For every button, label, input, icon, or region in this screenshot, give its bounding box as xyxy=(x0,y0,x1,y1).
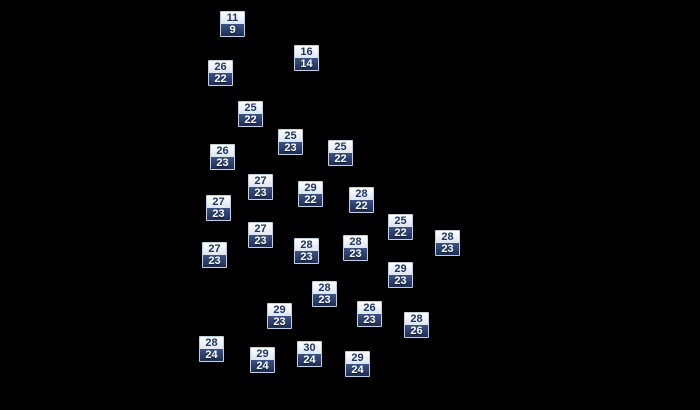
high-temp: 11 xyxy=(221,12,244,24)
high-temp: 16 xyxy=(295,46,318,58)
temp-label[interactable]: 28 26 xyxy=(404,312,429,338)
temp-label[interactable]: 28 23 xyxy=(435,230,460,256)
low-temp: 22 xyxy=(299,194,322,206)
temp-label[interactable]: 26 23 xyxy=(357,301,382,327)
temp-label[interactable]: 27 23 xyxy=(206,195,231,221)
high-temp: 26 xyxy=(209,61,232,73)
low-temp: 22 xyxy=(350,200,373,212)
low-temp: 23 xyxy=(249,187,272,199)
high-temp: 29 xyxy=(299,182,322,194)
temp-label[interactable]: 28 23 xyxy=(294,238,319,264)
temp-label[interactable]: 27 23 xyxy=(248,222,273,248)
low-temp: 23 xyxy=(344,248,367,260)
temp-label[interactable]: 28 23 xyxy=(312,281,337,307)
high-temp: 28 xyxy=(436,231,459,243)
low-temp: 22 xyxy=(329,153,352,165)
low-temp: 26 xyxy=(405,325,428,337)
temp-label[interactable]: 16 14 xyxy=(294,45,319,71)
high-temp: 27 xyxy=(249,175,272,187)
temp-label[interactable]: 29 23 xyxy=(388,262,413,288)
low-temp: 24 xyxy=(200,349,223,361)
temp-label[interactable]: 27 23 xyxy=(202,242,227,268)
low-temp: 23 xyxy=(389,275,412,287)
high-temp: 27 xyxy=(203,243,226,255)
high-temp: 28 xyxy=(313,282,336,294)
high-temp: 27 xyxy=(249,223,272,235)
temp-label[interactable]: 25 22 xyxy=(388,214,413,240)
low-temp: 23 xyxy=(207,208,230,220)
temp-label[interactable]: 28 24 xyxy=(199,336,224,362)
low-temp: 23 xyxy=(295,251,318,263)
temp-label[interactable]: 30 24 xyxy=(297,341,322,367)
high-temp: 25 xyxy=(239,102,262,114)
temp-label[interactable]: 28 22 xyxy=(349,187,374,213)
low-temp: 23 xyxy=(249,235,272,247)
high-temp: 28 xyxy=(295,239,318,251)
low-temp: 22 xyxy=(209,73,232,85)
low-temp: 23 xyxy=(203,255,226,267)
temp-label[interactable]: 27 23 xyxy=(248,174,273,200)
high-temp: 29 xyxy=(268,304,291,316)
low-temp: 24 xyxy=(298,354,321,366)
temp-label[interactable]: 25 23 xyxy=(278,129,303,155)
temp-label[interactable]: 26 22 xyxy=(208,60,233,86)
temp-label[interactable]: 29 22 xyxy=(298,181,323,207)
high-temp: 26 xyxy=(358,302,381,314)
high-temp: 29 xyxy=(251,348,274,360)
low-temp: 23 xyxy=(268,316,291,328)
high-temp: 26 xyxy=(211,145,234,157)
high-temp: 25 xyxy=(329,141,352,153)
high-temp: 28 xyxy=(200,337,223,349)
high-temp: 28 xyxy=(344,236,367,248)
high-temp: 29 xyxy=(346,352,369,364)
low-temp: 24 xyxy=(251,360,274,372)
temp-label[interactable]: 25 22 xyxy=(238,101,263,127)
temp-label[interactable]: 28 23 xyxy=(343,235,368,261)
low-temp: 9 xyxy=(221,24,244,36)
temp-label[interactable]: 29 24 xyxy=(250,347,275,373)
high-temp: 28 xyxy=(405,313,428,325)
high-temp: 30 xyxy=(298,342,321,354)
low-temp: 23 xyxy=(313,294,336,306)
low-temp: 23 xyxy=(358,314,381,326)
temp-label[interactable]: 29 24 xyxy=(345,351,370,377)
high-temp: 27 xyxy=(207,196,230,208)
high-temp: 25 xyxy=(389,215,412,227)
high-temp: 25 xyxy=(279,130,302,142)
temp-label[interactable]: 11 9 xyxy=(220,11,245,37)
low-temp: 23 xyxy=(279,142,302,154)
low-temp: 24 xyxy=(346,364,369,376)
high-temp: 29 xyxy=(389,263,412,275)
low-temp: 14 xyxy=(295,58,318,70)
low-temp: 22 xyxy=(239,114,262,126)
low-temp: 22 xyxy=(389,227,412,239)
high-temp: 28 xyxy=(350,188,373,200)
temp-label[interactable]: 26 23 xyxy=(210,144,235,170)
temp-label[interactable]: 29 23 xyxy=(267,303,292,329)
low-temp: 23 xyxy=(436,243,459,255)
temp-label[interactable]: 25 22 xyxy=(328,140,353,166)
low-temp: 23 xyxy=(211,157,234,169)
